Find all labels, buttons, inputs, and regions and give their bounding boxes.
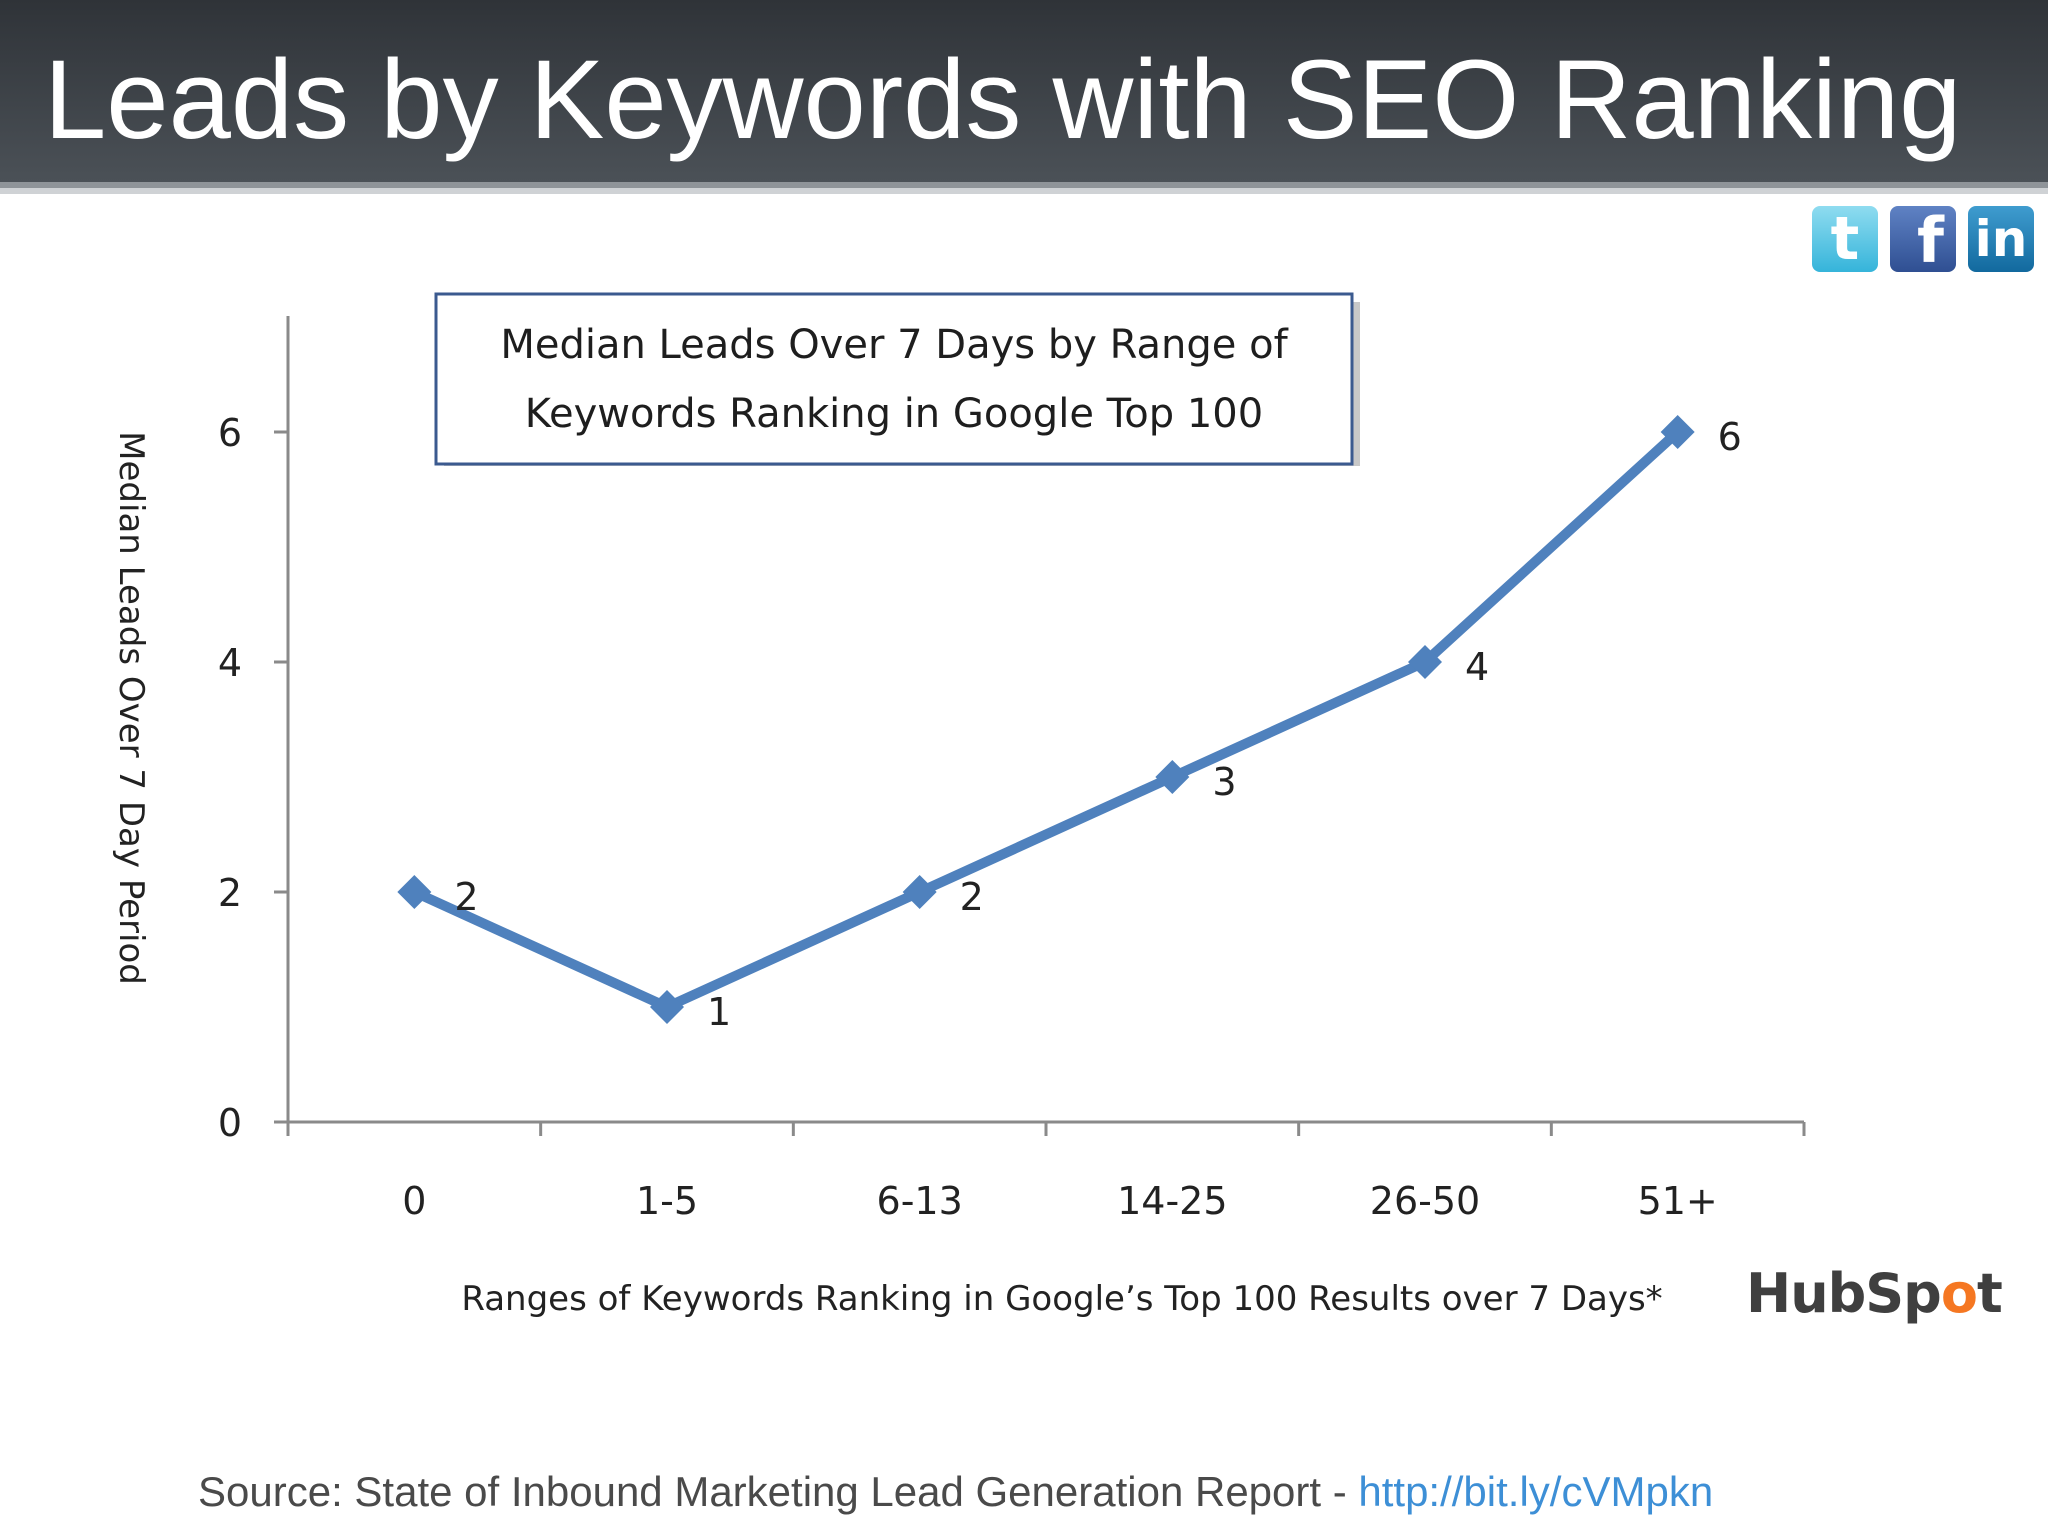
data-label: 4 (1465, 645, 1489, 689)
data-label: 2 (454, 875, 478, 919)
data-label: 2 (960, 875, 984, 919)
hubspot-logo: HubSpot (1746, 1262, 2003, 1325)
x-axis-label: Ranges of Keywords Ranking in Google’s T… (461, 1279, 1662, 1319)
chart-series (412, 428, 1682, 1012)
data-label: 6 (1718, 415, 1742, 459)
hubspot-logo-part2: t (1976, 1262, 2003, 1325)
y-tick-label: 4 (218, 641, 242, 685)
x-tick-label: 14-25 (1117, 1179, 1227, 1223)
source-link[interactable]: http://bit.ly/cVMpkn (1358, 1468, 1714, 1515)
series-line (412, 428, 1682, 1012)
linkedin-icon[interactable]: in (1968, 206, 2034, 272)
chart-data-labels: 2 1 2 3 4 6 (454, 415, 1742, 1034)
data-point (902, 875, 937, 909)
data-point (650, 990, 684, 1024)
y-tick-label: 6 (218, 411, 242, 455)
data-label: 3 (1212, 760, 1236, 804)
x-tick-label: 1-5 (636, 1179, 698, 1223)
data-point (1155, 760, 1190, 794)
x-tick-label: 6-13 (877, 1179, 963, 1223)
hubspot-logo-sprocket: o (1940, 1262, 1978, 1325)
chart-title-line1: Median Leads Over 7 Days by Range of (500, 322, 1288, 368)
y-tick-label: 0 (218, 1101, 242, 1145)
chart-title-line2: Keywords Ranking in Google Top 100 (525, 391, 1263, 437)
page-title: Leads by Keywords with SEO Ranking (44, 37, 1962, 162)
source-note: Source: State of Inbound Marketing Lead … (198, 1468, 1713, 1516)
x-tick-label: 51+ (1638, 1179, 1718, 1223)
data-point (1660, 415, 1695, 449)
hubspot-logo-part1: HubSp (1746, 1262, 1942, 1325)
title-bar: Leads by Keywords with SEO Ranking (0, 0, 2048, 188)
facebook-icon[interactable]: f (1890, 206, 1956, 276)
x-tick-label: 26-50 (1370, 1179, 1480, 1223)
chart-title-box: Median Leads Over 7 Days by Range of Key… (434, 292, 1360, 466)
chart-points (397, 415, 1695, 1024)
data-point (397, 875, 432, 909)
x-tick-label: 0 (402, 1179, 426, 1223)
line-chart: 0 2 4 6 0 1-5 6-13 14-25 26-50 51+ 2 1 2 3 4 6 Median… (111, 292, 1806, 1319)
data-point (1408, 645, 1442, 679)
source-text: Source: State of Inbound Marketing Lead … (198, 1468, 1359, 1515)
y-tick-label: 2 (218, 871, 242, 915)
y-axis-label: Median Leads Over 7 Day Period (111, 431, 151, 985)
x-axis-ticks: 0 1-5 6-13 14-25 26-50 51+ (286, 1122, 1806, 1223)
data-label: 1 (707, 990, 731, 1034)
twitter-icon[interactable]: t (1812, 206, 1878, 272)
y-axis-ticks: 0 2 4 6 (218, 411, 288, 1145)
